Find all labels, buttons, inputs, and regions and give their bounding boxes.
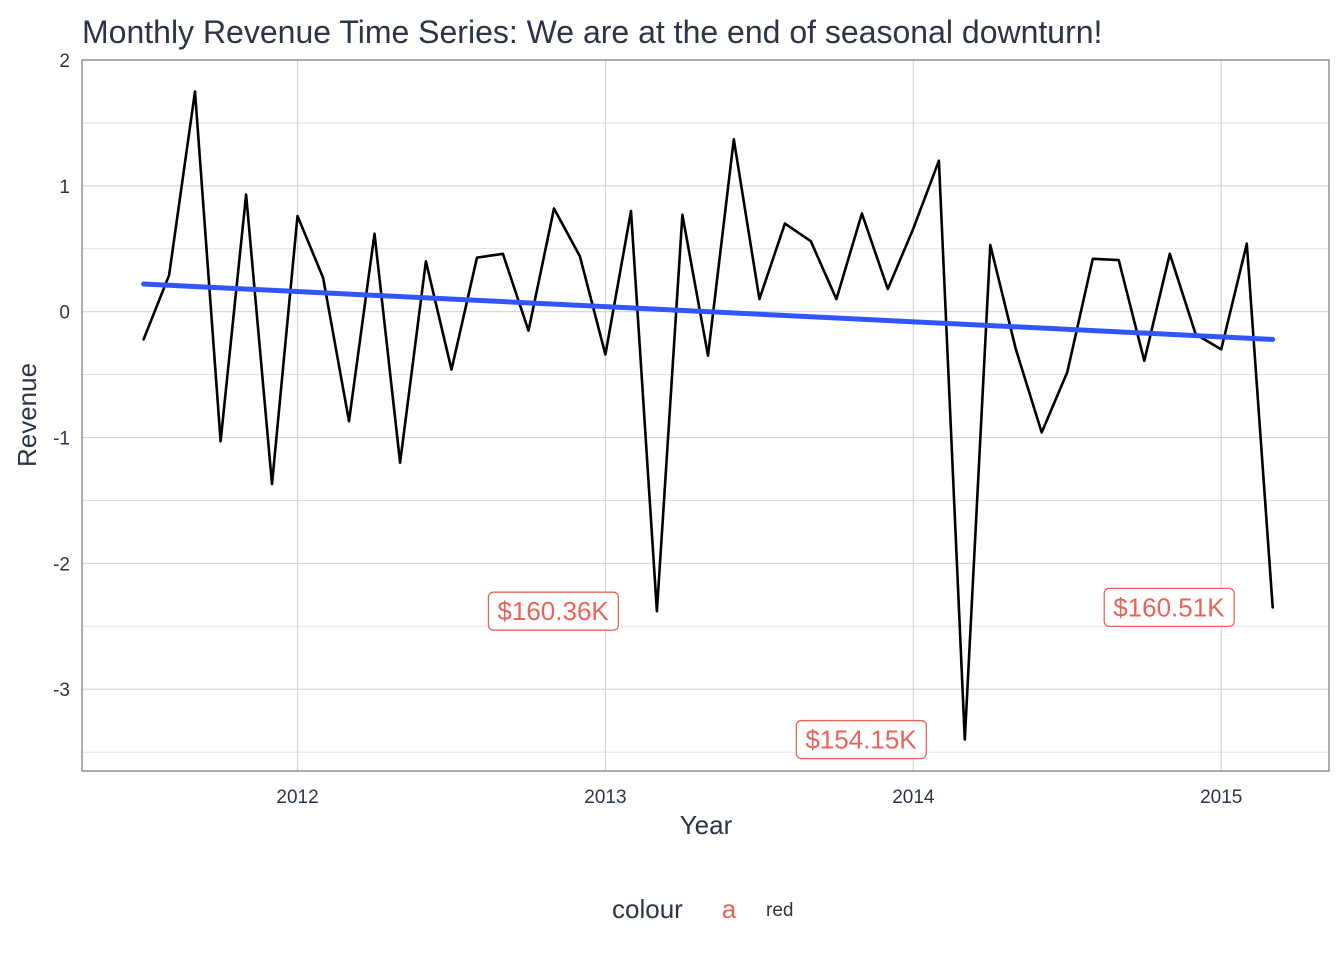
y-axis-ticks: 2 1 0 -1 -2 -3 bbox=[53, 51, 70, 701]
annotation-label: $160.36K bbox=[487, 591, 620, 631]
y-tick-label: 2 bbox=[59, 51, 70, 72]
legend: colour a red bbox=[612, 894, 793, 924]
chart-title: Monthly Revenue Time Series: We are at t… bbox=[82, 14, 1102, 50]
y-tick-label: 1 bbox=[59, 177, 70, 198]
annotation-box bbox=[1103, 587, 1235, 628]
annotation-text: $160.36K bbox=[497, 596, 609, 626]
x-axis-ticks: 2012 2013 2014 2015 bbox=[276, 787, 1242, 808]
annotation-label: $154.15K bbox=[795, 719, 927, 760]
x-tick-label: 2013 bbox=[584, 787, 626, 808]
y-tick-label: 0 bbox=[59, 303, 70, 324]
revenue-series-line bbox=[142, 90, 1274, 741]
plot-panel-border bbox=[81, 59, 1330, 772]
annotation-box bbox=[795, 719, 927, 760]
x-tick-label: 2012 bbox=[276, 787, 318, 808]
legend-key-glyph: a bbox=[722, 894, 737, 924]
annotation-box bbox=[487, 591, 620, 631]
plot-grid bbox=[82, 59, 1329, 771]
legend-title: colour bbox=[612, 894, 683, 924]
y-tick-label: -2 bbox=[53, 554, 70, 575]
x-tick-label: 2015 bbox=[1200, 787, 1242, 808]
x-axis-title: Year bbox=[680, 810, 733, 840]
trend-series-line bbox=[141, 281, 1276, 342]
annotation-label: $160.51K bbox=[1103, 587, 1235, 628]
annotation-text: $160.51K bbox=[1113, 592, 1225, 622]
annotation-text: $154.15K bbox=[805, 725, 917, 755]
series-layer bbox=[141, 90, 1276, 741]
legend-label: red bbox=[766, 900, 793, 921]
y-tick-label: -1 bbox=[53, 429, 70, 450]
annotations-layer: $160.36K $154.15K $160.51K bbox=[487, 587, 1235, 760]
y-axis-title: Revenue bbox=[12, 363, 42, 467]
y-tick-label: -3 bbox=[53, 680, 70, 701]
x-tick-label: 2014 bbox=[892, 787, 935, 808]
